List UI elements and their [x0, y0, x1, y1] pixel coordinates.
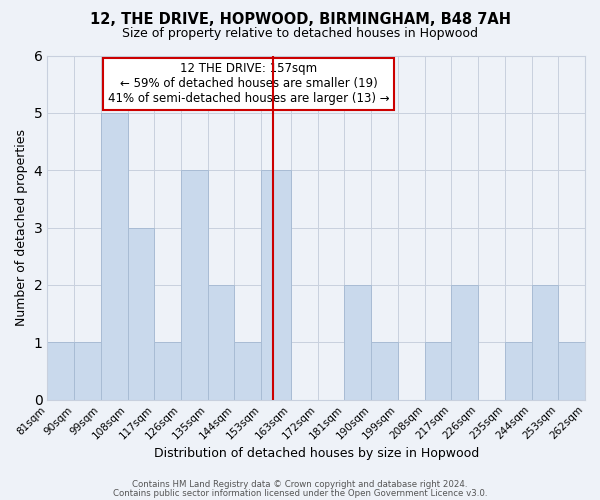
Text: 12 THE DRIVE: 157sqm
← 59% of detached houses are smaller (19)
41% of semi-detac: 12 THE DRIVE: 157sqm ← 59% of detached h…	[108, 62, 390, 106]
Text: 12, THE DRIVE, HOPWOOD, BIRMINGHAM, B48 7AH: 12, THE DRIVE, HOPWOOD, BIRMINGHAM, B48 …	[89, 12, 511, 28]
Bar	[235, 342, 261, 400]
Y-axis label: Number of detached properties: Number of detached properties	[15, 129, 28, 326]
Text: Size of property relative to detached houses in Hopwood: Size of property relative to detached ho…	[122, 28, 478, 40]
Bar	[101, 113, 128, 400]
Bar	[74, 342, 101, 400]
Bar	[558, 342, 585, 400]
Bar	[425, 342, 451, 400]
Bar	[451, 285, 478, 400]
X-axis label: Distribution of detached houses by size in Hopwood: Distribution of detached houses by size …	[154, 447, 479, 460]
Bar	[261, 170, 291, 400]
Bar	[128, 228, 154, 400]
Bar	[208, 285, 235, 400]
Bar	[47, 342, 74, 400]
Bar	[505, 342, 532, 400]
Bar	[154, 342, 181, 400]
Bar	[371, 342, 398, 400]
Text: Contains HM Land Registry data © Crown copyright and database right 2024.: Contains HM Land Registry data © Crown c…	[132, 480, 468, 489]
Bar	[532, 285, 558, 400]
Bar	[344, 285, 371, 400]
Text: Contains public sector information licensed under the Open Government Licence v3: Contains public sector information licen…	[113, 488, 487, 498]
Bar	[181, 170, 208, 400]
